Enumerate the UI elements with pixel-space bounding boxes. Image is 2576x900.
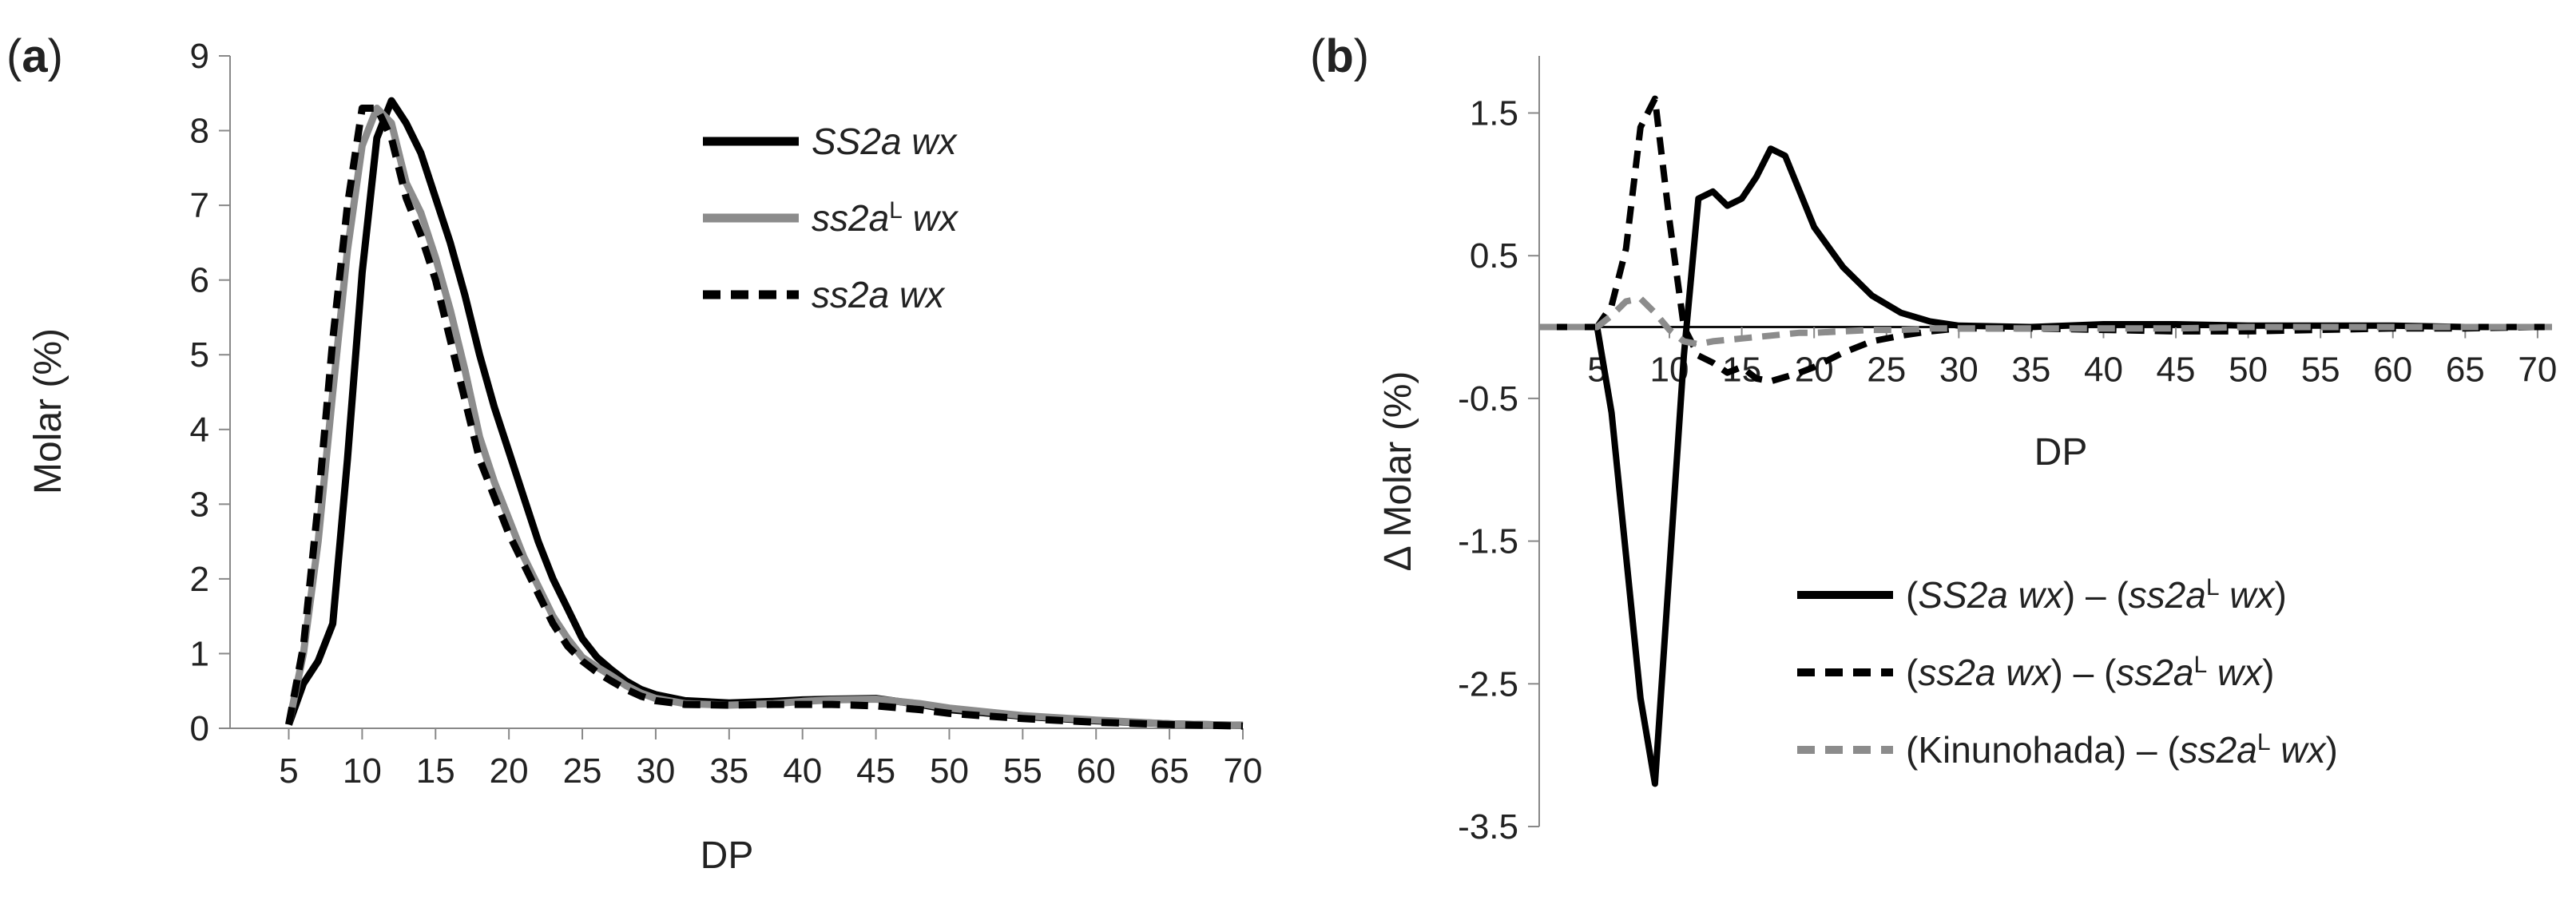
- chart-a-x-tick-label: 50: [930, 751, 969, 791]
- chart-b-x-tick-label: 45: [2157, 351, 2196, 390]
- chart-a-x-tick-label: 15: [416, 751, 455, 791]
- chart-a-y-tick-label: 1: [190, 634, 209, 673]
- panel-label-b: (b): [1310, 30, 1369, 82]
- chart-a-x-axis-title: DP: [701, 835, 754, 877]
- chart-b-x-tick-label: 50: [2229, 351, 2268, 390]
- chart-b-y-tick-label: -2.5: [1458, 664, 1518, 704]
- chart-b-legend-label-kinunohada-ss2a-l-wx: (Kinunohada) – (ss2aL wx): [1906, 729, 2338, 771]
- chart-a-x-tick-label: 25: [563, 751, 602, 791]
- chart-b-series-line-ss2a-wx-ss2a-l-wx: [1539, 95, 2552, 385]
- panel-label-a: (a): [6, 30, 63, 82]
- chart-a-x-tick-label: 70: [1224, 751, 1263, 791]
- chart-a-x-tick-label: 5: [279, 751, 298, 791]
- chart-a-legend-label-ss2a-wx: SS2a wx: [812, 121, 959, 162]
- chart-a-x-tick-label: 45: [856, 751, 895, 791]
- chart-a-y-tick-label: 4: [190, 410, 209, 450]
- chart-a-y-tick-label: 0: [190, 709, 209, 748]
- chart-b-y-tick-label: -1.5: [1458, 522, 1518, 561]
- chart-b-x-tick-label: 60: [2373, 351, 2412, 390]
- chart-a-legend-label-ss2a-l-wx: ss2aL wx: [812, 197, 959, 240]
- chart-a-series-line-ss2a-l-wx: [285, 105, 1244, 729]
- chart-a-series-line-ss2a-wx: [285, 97, 1244, 729]
- chart-a-x-tick-label: 65: [1150, 751, 1189, 791]
- chart-b-y-tick-label: -3.5: [1458, 807, 1518, 846]
- chart-b-x-tick-label: 40: [2084, 351, 2123, 390]
- chart-a-y-tick-label: 5: [190, 335, 209, 375]
- chart-b: 1.50.5-0.5-1.5-2.5-3.55 10 15 20 25 30 35 40 45 5…: [1458, 56, 2557, 846]
- chart-b-x-tick-label: 35: [2011, 351, 2050, 390]
- chart-b-y-tick-label: -0.5: [1458, 379, 1518, 418]
- chart-b-legend-label-ss2a-wx-ss2a-l-wx: (ss2a wx) – (ss2aL wx): [1906, 652, 2274, 694]
- chart-a-x-tick-label: 10: [343, 751, 382, 791]
- chart-b-x-tick-label: 25: [1867, 351, 1906, 390]
- chart-a-x-tick-label: 40: [783, 751, 822, 791]
- chart-a-y-tick-label: 3: [190, 485, 209, 524]
- chart-b-x-tick-label: 30: [1939, 351, 1979, 390]
- chart-a-series-line-ss2a-wx: [285, 105, 1244, 730]
- chart-a-y-tick-label: 8: [190, 112, 209, 151]
- chart-a-x-tick-label: 55: [1003, 751, 1042, 791]
- chart-a-y-tick-label: 9: [190, 37, 209, 76]
- chart-b-x-axis-title: DP: [2034, 431, 2088, 474]
- chart-a-y-axis-title: Molar (%): [27, 328, 69, 494]
- chart-b-series-line-kinunohada-ss2a-l-wx: [1539, 295, 2552, 347]
- chart-a-legend-label-ss2a-wx: ss2a wx: [812, 274, 946, 315]
- chart-a-x-tick-label: 20: [490, 751, 529, 791]
- chart-b-y-axis-title: Δ Molar (%): [1377, 371, 1419, 572]
- chart-a-x-tick-label: 60: [1077, 751, 1116, 791]
- chart-a-y-tick-label: 2: [190, 560, 209, 599]
- chart-a-y-tick-label: 6: [190, 261, 209, 300]
- chart-b-x-tick-label: 65: [2446, 351, 2485, 390]
- chart-b-x-tick-label: 70: [2518, 351, 2557, 390]
- chart-b-legend-label-ss2a-wx-ss2a-l-wx: (SS2a wx) – (ss2aL wx): [1906, 574, 2287, 617]
- chart-b-y-tick-label: 0.5: [1470, 236, 1518, 276]
- chart-b-y-tick-label: 1.5: [1470, 93, 1518, 133]
- chart-a-x-tick-label: 35: [709, 751, 748, 791]
- chart-a-x-tick-label: 30: [636, 751, 675, 791]
- chart-a-y-tick-label: 7: [190, 186, 209, 225]
- chart-b-x-tick-label: 55: [2301, 351, 2340, 390]
